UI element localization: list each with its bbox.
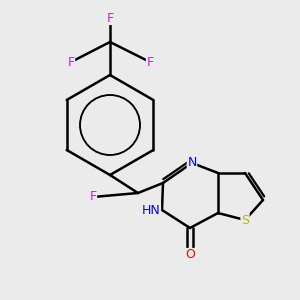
Text: O: O [185, 248, 195, 262]
Text: HN: HN [142, 203, 161, 217]
Text: N: N [187, 157, 197, 169]
Text: F: F [146, 56, 154, 68]
Text: F: F [89, 190, 97, 203]
Text: S: S [241, 214, 249, 226]
Text: F: F [106, 11, 114, 25]
Text: F: F [68, 56, 75, 68]
